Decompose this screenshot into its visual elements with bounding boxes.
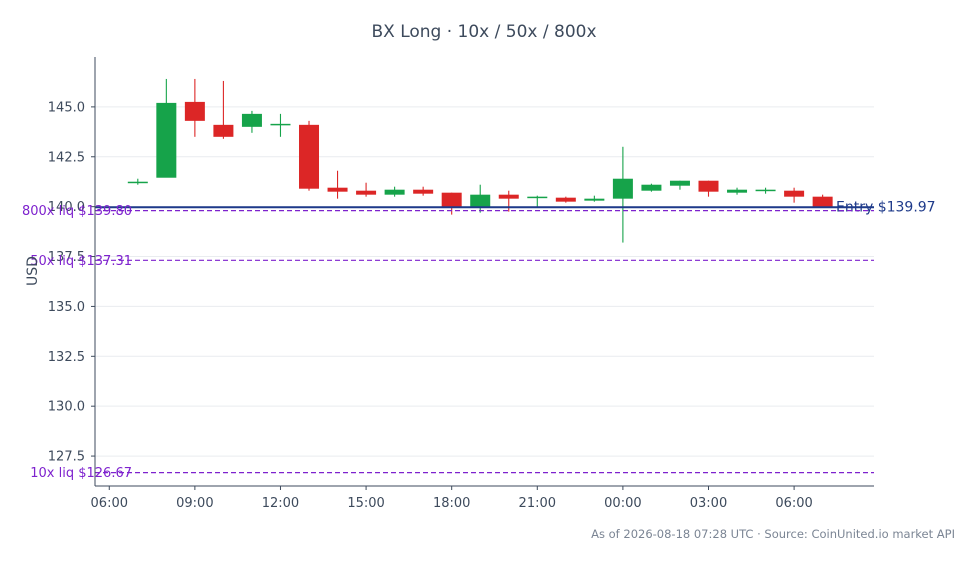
x-axis-ticks: 06:00 09:00 12:00 15:00 18:00 21:00 00:00 03:00… [91,486,813,511]
liquidation-label: 10x liq $126.67 [30,466,132,481]
candle-body-down [413,189,434,194]
candle-body-down [498,194,519,199]
grid-lines [95,106,874,457]
candles [127,78,833,243]
candle-body-up [612,178,633,199]
candle-body-down [184,101,205,121]
candle-body-up [669,180,690,186]
y-tick-label: 132.5 [48,350,85,365]
y-tick-label: 137.5 [48,250,85,265]
liquidation-label: 800x liq $139.80 [22,204,132,219]
x-tick-label: 18:00 [433,496,470,511]
candle-body-down [784,190,805,197]
candle-body-down [327,187,348,192]
source-footnote: As of 2026-08-18 07:28 UTC · Source: Coi… [591,527,955,541]
candle-body-down [213,124,234,137]
candle-body-down [299,124,320,189]
candle-body-up [527,196,548,199]
y-tick-label: 127.5 [48,450,85,465]
candle-body-up [641,184,662,191]
x-tick-label: 06:00 [91,496,128,511]
candle-body-up [270,123,291,126]
candle-body-down [356,190,377,195]
y-axis-label: USD [25,256,41,286]
price-annotations: Entry $139.97 800x liq $139.80 50x liq $13… [22,200,936,481]
x-tick-label: 12:00 [262,496,299,511]
chart-title: BX Long · 10x / 50x / 800x [371,22,596,42]
candle-body-down [812,196,833,208]
entry-price-label: Entry $139.97 [836,200,936,216]
candle-body-up [755,189,776,192]
y-tick-label: 145.0 [48,100,85,115]
liquidation-label: 50x liq $137.31 [30,254,132,269]
candle-body-up [156,102,177,178]
y-tick-label: 135.0 [48,300,85,315]
candle-body-down [441,192,462,208]
x-tick-label: 00:00 [604,496,641,511]
candle-body-up [384,189,405,195]
y-axis-ticks: 127.5 130.0 132.5 135.0 137.5 140.0 142.5 145.0 [48,100,95,465]
candle-body-up [727,189,748,193]
candle-body-up [127,181,148,184]
y-tick-label: 140.0 [48,200,85,215]
x-tick-label: 03:00 [690,496,727,511]
y-tick-label: 130.0 [48,400,85,415]
candle-body-up [241,113,262,127]
y-tick-label: 142.5 [48,150,85,165]
x-tick-label: 15:00 [347,496,384,511]
candle-body-up [584,198,605,201]
x-tick-label: 06:00 [775,496,812,511]
x-tick-label: 09:00 [176,496,213,511]
x-tick-label: 21:00 [519,496,556,511]
candle-body-up [470,194,491,207]
candle-body-down [698,180,719,192]
candle-body-down [555,197,576,202]
